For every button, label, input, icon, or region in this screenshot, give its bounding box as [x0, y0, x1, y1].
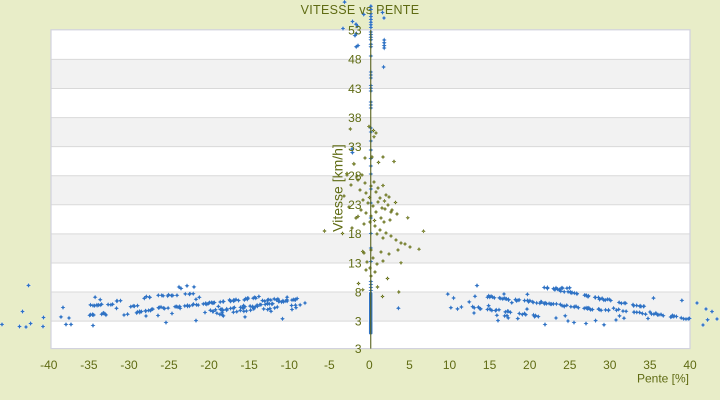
svg-text:0: 0 [366, 358, 373, 372]
svg-text:-30: -30 [120, 358, 138, 372]
svg-text:28: 28 [348, 169, 362, 183]
svg-text:25: 25 [563, 358, 577, 372]
svg-text:20: 20 [523, 358, 537, 372]
svg-text:5: 5 [406, 358, 413, 372]
svg-text:VITESSE vs PENTE: VITESSE vs PENTE [301, 3, 420, 17]
svg-text:40: 40 [683, 358, 697, 372]
svg-text:-35: -35 [80, 358, 98, 372]
svg-text:-10: -10 [281, 358, 299, 372]
svg-text:Vitesse [km/h]: Vitesse [km/h] [330, 144, 346, 232]
svg-text:15: 15 [483, 358, 497, 372]
svg-text:-40: -40 [40, 358, 58, 372]
svg-text:8: 8 [355, 285, 362, 299]
svg-text:35: 35 [643, 358, 657, 372]
svg-text:-20: -20 [200, 358, 218, 372]
svg-text:-15: -15 [241, 358, 259, 372]
svg-text:18: 18 [348, 227, 362, 241]
svg-text:43: 43 [348, 82, 362, 96]
svg-text:33: 33 [348, 140, 362, 154]
svg-text:30: 30 [603, 358, 617, 372]
svg-text:53: 53 [348, 24, 362, 38]
svg-text:48: 48 [348, 53, 362, 67]
svg-text:38: 38 [348, 111, 362, 125]
svg-text:-5: -5 [324, 358, 335, 372]
svg-text:-25: -25 [160, 358, 178, 372]
svg-text:Pente [%]: Pente [%] [637, 372, 689, 386]
svg-text:3: 3 [355, 342, 362, 356]
svg-text:10: 10 [443, 358, 457, 372]
svg-text:23: 23 [348, 198, 362, 212]
svg-text:3: 3 [355, 314, 362, 328]
svg-text:13: 13 [348, 256, 362, 270]
